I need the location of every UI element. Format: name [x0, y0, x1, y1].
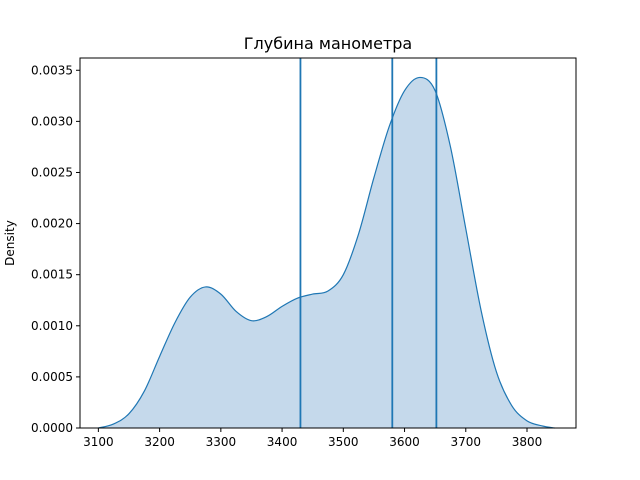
y-tick-label: 0.0025 — [31, 165, 73, 179]
y-tick-label: 0.0015 — [31, 268, 73, 282]
x-tick-label: 3800 — [512, 435, 543, 449]
x-axis: 3100 3200 3300 3400 3500 3600 3700 3800 — [83, 428, 542, 449]
y-tick-label: 0.0020 — [31, 217, 73, 231]
y-axis: 0.0000 0.0005 0.0010 0.0015 0.0020 0.0025 0.00… — [31, 63, 80, 435]
x-tick-label: 3100 — [83, 435, 114, 449]
y-tick-label: 0.0030 — [31, 114, 73, 128]
y-tick-label: 0.0005 — [31, 370, 73, 384]
x-tick-label: 3200 — [144, 435, 175, 449]
x-tick-label: 3500 — [328, 435, 359, 449]
x-tick-label: 3300 — [206, 435, 237, 449]
x-tick-label: 3400 — [267, 435, 298, 449]
y-tick-label: 0.0000 — [31, 421, 73, 435]
x-tick-label: 3700 — [451, 435, 482, 449]
y-tick-label: 0.0035 — [31, 63, 73, 77]
y-tick-label: 0.0010 — [31, 319, 73, 333]
chart-title: Глубина манометра — [244, 34, 412, 53]
x-tick-label: 3600 — [389, 435, 420, 449]
y-axis-label: Density — [3, 220, 17, 266]
plot-frame — [79, 57, 577, 429]
density-area — [98, 77, 555, 429]
density-line — [98, 76, 555, 429]
